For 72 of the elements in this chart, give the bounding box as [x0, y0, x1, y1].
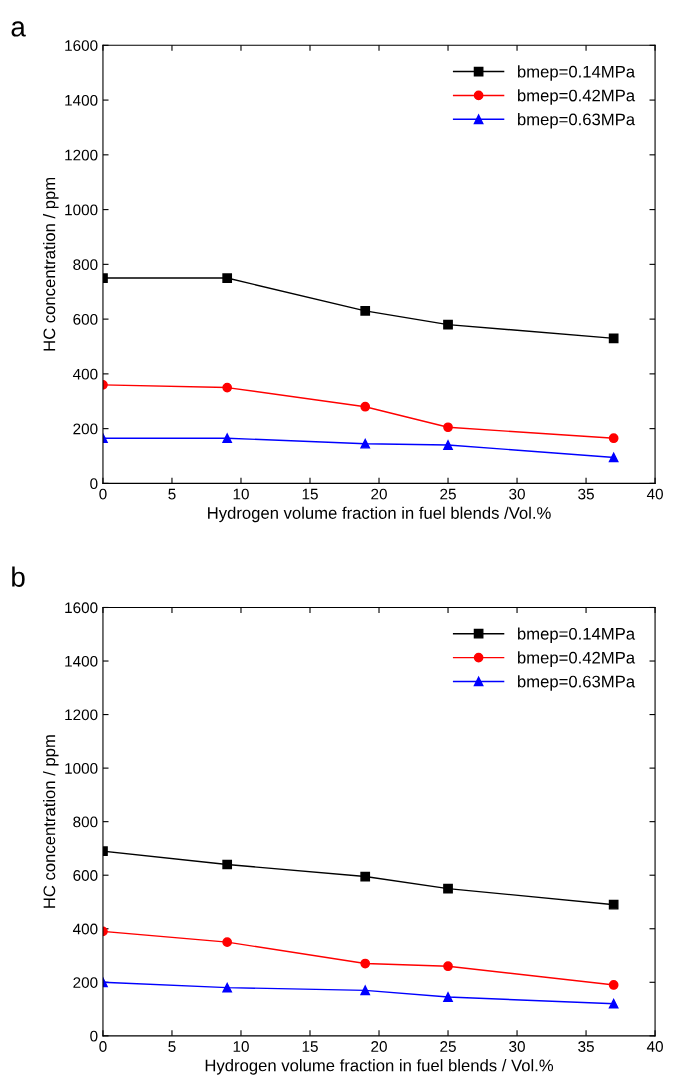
y-tick-label: 1400	[65, 94, 98, 106]
point	[443, 319, 453, 330]
x-tick-label: 40	[646, 488, 663, 500]
y-tick-label: 0	[90, 478, 98, 490]
text: a	[11, 21, 26, 37]
x-axis-title: Hydrogen volume fraction in fuel blends /Vol.%	[208, 506, 551, 523]
point	[443, 422, 453, 433]
point	[360, 985, 371, 996]
legend-label: bmep=0.63MPa	[518, 113, 636, 129]
legend-label: bmep=0.14MPa	[518, 627, 636, 644]
y-tick-label: 1600	[65, 40, 98, 51]
point	[222, 273, 233, 283]
point	[443, 883, 453, 894]
x-tick-label: 0	[99, 1041, 107, 1052]
x-tick-label: 0	[99, 488, 107, 500]
y-tick-label: 800	[73, 259, 98, 271]
y-axis-title: HC concentration / ppm	[43, 735, 59, 908]
y-tick-label: 600	[73, 870, 98, 881]
y-tick-label: 1400	[65, 655, 98, 667]
point	[608, 899, 619, 910]
point	[608, 433, 619, 444]
point	[443, 992, 453, 1002]
y-axis-title: HC concentration / ppm	[43, 177, 59, 351]
x-tick-label: 30	[509, 488, 525, 500]
point	[222, 859, 233, 870]
x-tick-label: 25	[440, 1041, 456, 1052]
point	[443, 961, 453, 972]
point	[360, 958, 371, 969]
point	[608, 998, 619, 1009]
x-tick-label: 25	[440, 488, 456, 500]
y-tick-label: 0	[90, 1030, 98, 1042]
y-tick-label: 1200	[65, 149, 98, 161]
legend-label: bmep=0.42MPa	[518, 89, 636, 105]
point	[222, 382, 233, 393]
point	[608, 980, 619, 990]
point	[608, 333, 619, 344]
y-tick-label: 800	[73, 816, 98, 828]
y-tick-label: 200	[73, 423, 98, 435]
y-tick-label: 1200	[65, 709, 98, 721]
point	[360, 438, 371, 449]
point	[222, 433, 233, 444]
x-tick-label: 5	[168, 1041, 176, 1052]
point	[360, 871, 371, 882]
x-axis-title: Hydrogen volume fraction in fuel blends / Vol.%	[205, 1059, 554, 1075]
y-tick-label: 400	[72, 923, 98, 935]
x-tick-label: 35	[578, 488, 594, 500]
x-tick-label: 15	[302, 1041, 318, 1052]
x-tick-label: 35	[578, 1041, 594, 1052]
x-tick-label: 20	[371, 1041, 387, 1052]
point	[443, 440, 453, 450]
y-tick-label: 1600	[65, 602, 98, 614]
y-tick-label: 1000	[65, 762, 98, 774]
legend-label: bmep=0.63MPa	[518, 675, 636, 691]
y-tick-label: 200	[73, 977, 98, 988]
point	[360, 401, 371, 412]
x-tick-label: 15	[302, 488, 318, 500]
x-tick-label: 40	[646, 1041, 663, 1052]
y-tick-label: 1000	[65, 204, 98, 216]
x-tick-label: 20	[371, 488, 387, 500]
point	[222, 937, 233, 947]
point	[360, 306, 371, 316]
x-tick-label: 10	[233, 1041, 249, 1052]
y-tick-label: 600	[73, 313, 98, 325]
point	[608, 452, 619, 463]
legend-label: bmep=0.14MPa	[518, 65, 636, 81]
text: b	[12, 566, 25, 587]
x-tick-label: 5	[168, 488, 176, 500]
legend-label: bmep=0.42MPa	[518, 651, 636, 667]
x-tick-label: 30	[509, 1041, 525, 1052]
y-tick-label: 400	[72, 368, 98, 380]
point	[222, 982, 233, 993]
x-tick-label: 10	[233, 488, 249, 500]
